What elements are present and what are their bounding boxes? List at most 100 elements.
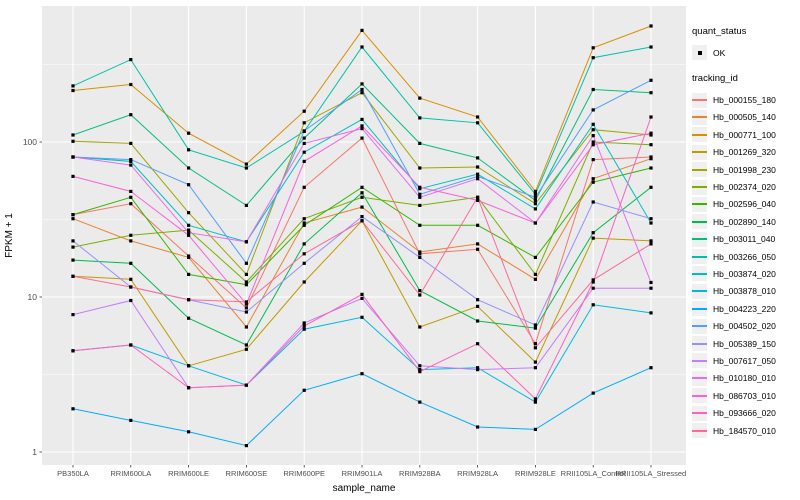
- svg-text:RRIM600LA: RRIM600LA: [110, 469, 151, 478]
- data-point: [360, 296, 364, 300]
- data-point: [71, 139, 75, 143]
- data-point: [476, 342, 480, 346]
- data-point: [591, 391, 595, 395]
- legend-item-label: Hb_004223_220: [713, 303, 776, 314]
- data-point: [360, 219, 364, 223]
- data-point: [244, 272, 248, 276]
- series-line-icon: [692, 290, 707, 293]
- data-point: [418, 223, 422, 227]
- data-point: [244, 310, 248, 314]
- series-color-swatch: [692, 353, 707, 369]
- legend-item-label: Hb_093666_020: [713, 408, 776, 419]
- data-point: [129, 195, 133, 199]
- series-line-icon: [692, 151, 707, 154]
- data-point: [129, 141, 133, 145]
- data-point: [244, 203, 248, 207]
- data-point: [476, 156, 480, 160]
- data-point: [129, 418, 133, 422]
- svg-text:RRIM600SE: RRIM600SE: [226, 469, 268, 478]
- series-color-swatch: [692, 266, 707, 282]
- legend-item-Hb_000771_100: Hb_000771_100: [692, 126, 798, 143]
- series-line-icon: [692, 325, 707, 328]
- y-tick-labels: 1 10 100: [23, 137, 37, 457]
- data-point: [649, 286, 653, 290]
- data-point: [533, 195, 537, 199]
- data-point: [302, 185, 306, 189]
- data-point: [476, 242, 480, 246]
- data-point: [244, 306, 248, 310]
- legend-item-label: Hb_002374_020: [713, 182, 776, 193]
- data-point: [360, 372, 364, 376]
- data-point: [187, 228, 191, 232]
- legend-item-Hb_001269_320: Hb_001269_320: [692, 144, 798, 161]
- legend-title-tracking-id: tracking_id: [692, 73, 738, 85]
- data-point: [418, 116, 422, 120]
- data-point: [244, 444, 248, 448]
- data-point: [360, 215, 364, 219]
- series-color-swatch: [692, 231, 707, 247]
- data-point: [302, 150, 306, 154]
- data-point: [533, 272, 537, 276]
- data-point: [187, 364, 191, 368]
- data-point: [187, 272, 191, 276]
- data-point: [418, 192, 422, 196]
- data-point: [302, 217, 306, 221]
- legend-item-Hb_086703_010: Hb_086703_010: [692, 387, 798, 404]
- series-color-swatch: [692, 92, 707, 108]
- data-point: [71, 213, 75, 217]
- series-line-icon: [692, 203, 707, 206]
- data-point: [360, 195, 364, 199]
- data-point: [591, 56, 595, 60]
- data-point: [129, 233, 133, 237]
- data-point: [649, 143, 653, 147]
- data-point: [302, 223, 306, 227]
- data-point: [360, 87, 364, 92]
- data-point: [476, 304, 480, 308]
- series-color-swatch: [692, 179, 707, 195]
- data-point: [129, 113, 133, 117]
- legend-item-label: Hb_000505_140: [713, 112, 776, 123]
- data-point: [187, 131, 191, 135]
- data-point: [244, 240, 248, 244]
- data-point: [302, 388, 306, 392]
- svg-text:PB350LA: PB350LA: [57, 469, 89, 478]
- data-point: [533, 346, 537, 350]
- legend-item-label: Hb_003874_020: [713, 268, 776, 279]
- data-point: [71, 88, 75, 93]
- legend-item-Hb_002374_020: Hb_002374_020: [692, 178, 798, 195]
- data-point: [418, 250, 422, 254]
- legend-item-Hb_000155_180: Hb_000155_180: [692, 91, 798, 108]
- data-point: [302, 129, 306, 133]
- data-point: [476, 298, 480, 302]
- data-point: [302, 159, 306, 163]
- data-point: [418, 289, 422, 293]
- data-point: [649, 242, 653, 246]
- data-point: [649, 131, 653, 135]
- series-color-swatch: [692, 196, 707, 212]
- data-point: [533, 400, 537, 404]
- data-point: [591, 143, 595, 147]
- data-point: [649, 133, 653, 137]
- data-point: [302, 141, 306, 145]
- data-point: [244, 302, 248, 306]
- data-point: [476, 177, 480, 181]
- data-point: [71, 313, 75, 317]
- series-color-swatch: [692, 370, 707, 386]
- data-point: [129, 58, 133, 62]
- data-point: [418, 370, 422, 374]
- series-color-swatch: [692, 301, 707, 317]
- series-line-icon: [692, 238, 707, 241]
- svg-text:RRII105LA_Stressed: RRII105LA_Stressed: [616, 469, 686, 478]
- data-point: [533, 207, 537, 211]
- data-point: [302, 252, 306, 256]
- data-point: [591, 122, 595, 126]
- data-point: [649, 91, 653, 95]
- data-point: [360, 136, 364, 140]
- legend-item-label: Hb_002596_040: [713, 199, 776, 210]
- data-point: [649, 166, 653, 170]
- series-line-icon: [692, 186, 707, 189]
- data-point: [302, 324, 306, 328]
- series-color-swatch: [692, 127, 707, 143]
- data-point: [476, 247, 480, 251]
